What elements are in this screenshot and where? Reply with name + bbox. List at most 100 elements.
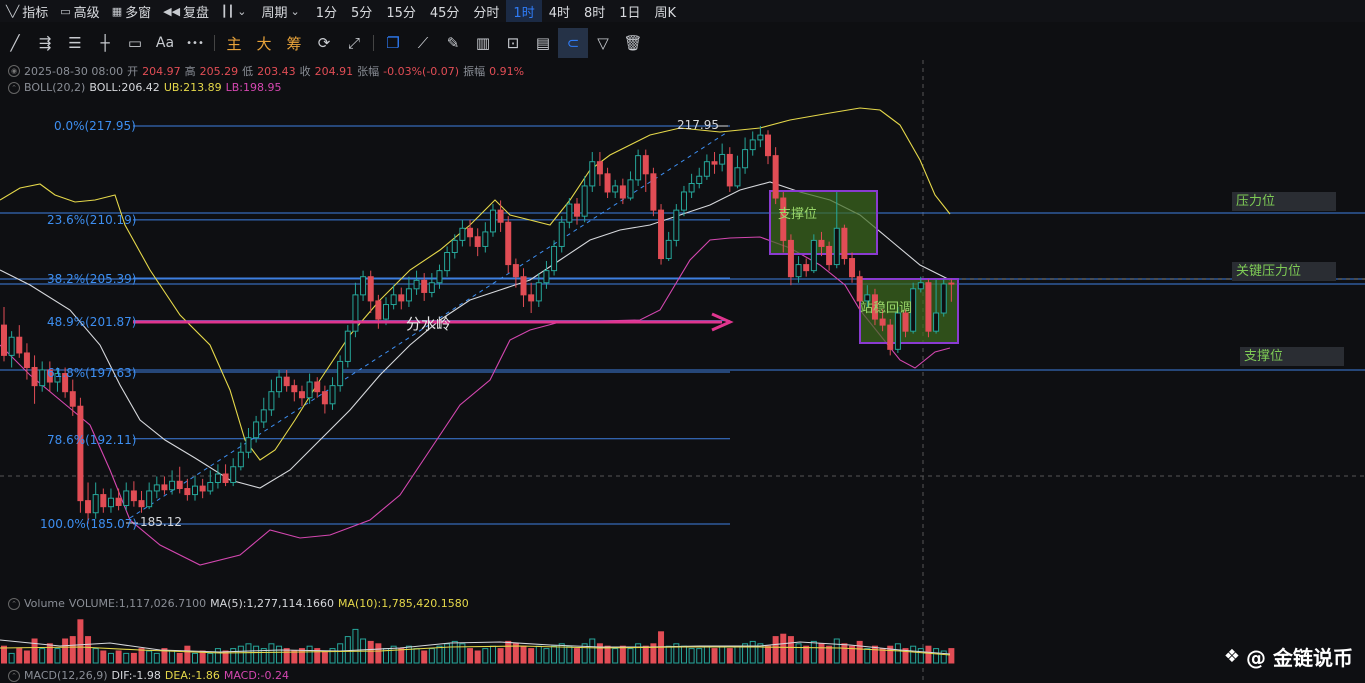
indicator-icon: ╲╱ <box>6 4 20 18</box>
template-icon[interactable]: ▤ <box>535 34 551 52</box>
volume-bar <box>375 643 382 664</box>
period-button[interactable]: 周期 ⌄ <box>256 0 309 22</box>
big-order-button[interactable]: 大 <box>256 34 272 53</box>
divider-arrow-head <box>711 312 734 332</box>
filter-icon[interactable]: ▽ <box>597 34 609 52</box>
interval-45m[interactable]: 45分 <box>429 5 460 21</box>
magnet-snap-icon[interactable]: ⊂ <box>558 28 588 58</box>
chart-type-button[interactable]: ┃┃ ⌄ <box>215 0 255 22</box>
volume-bar <box>39 648 46 664</box>
candle-up <box>383 304 389 320</box>
candle-down <box>31 366 38 387</box>
volume-bar <box>505 640 512 664</box>
refresh-icon[interactable]: ⟳ <box>317 34 331 52</box>
candle-up <box>688 182 695 193</box>
copy-icon[interactable]: ❐ <box>386 34 400 52</box>
chip-distribution-button[interactable]: 筹 <box>286 34 302 53</box>
volume-bar <box>688 648 695 664</box>
volume-bar <box>833 638 840 664</box>
candle-down <box>887 324 894 350</box>
advanced-button[interactable]: ▭ 高级 <box>54 0 105 22</box>
interval-15m[interactable]: 15分 <box>386 5 416 21</box>
volume-value: VOLUME:1,117,026.7100 <box>68 597 207 610</box>
lock-icon[interactable]: ⊡ <box>506 34 520 52</box>
macd-value: MACD:-0.24 <box>223 669 289 682</box>
more-tools-icon[interactable]: ••• <box>186 37 204 49</box>
volume-bar <box>871 645 878 664</box>
volume-bar <box>596 643 603 664</box>
main-indicator-button[interactable]: 主 <box>226 34 242 53</box>
fib-label-236: 23.6%(210.19) <box>47 213 137 227</box>
candle-up <box>589 161 596 187</box>
bars-icon[interactable]: ▥ <box>475 34 491 52</box>
volume-bar <box>665 645 672 664</box>
replay-button[interactable]: ◀◀ 复盘 <box>157 0 215 22</box>
candle-down <box>46 369 53 383</box>
eye-icon[interactable]: ◉ <box>8 65 20 77</box>
boll-mid-value: BOLL:206.42 <box>89 81 160 94</box>
parallel-lines-tool-icon[interactable]: ☰ <box>68 34 82 52</box>
ruler-icon[interactable]: ⟋ <box>417 34 429 52</box>
candle-up <box>306 381 313 399</box>
interval-1m[interactable]: 1分 <box>315 5 338 21</box>
volume-bar <box>260 648 267 664</box>
candle-down <box>398 294 405 302</box>
volume-bar <box>337 643 344 664</box>
candle-up <box>245 437 252 453</box>
candle-up <box>405 288 412 302</box>
macd-name[interactable]: MACD(12,26,9) <box>24 669 108 682</box>
volume-name[interactable]: Volume <box>24 597 65 610</box>
multiwindow-button[interactable]: ▦ 多窗 <box>106 0 157 22</box>
macd-dea: DEA:-1.86 <box>164 669 220 682</box>
macd-dif: DIF:-1.98 <box>111 669 161 682</box>
indicators-button[interactable]: ╲╱ 指标 <box>0 0 54 22</box>
candle-up <box>237 451 244 468</box>
eraser-icon[interactable]: ✎ <box>446 34 460 52</box>
candle-up <box>153 484 160 492</box>
candle-up <box>436 270 443 284</box>
volume-bar <box>841 643 848 664</box>
volume-bar <box>489 645 496 664</box>
candle-up <box>92 494 99 514</box>
candle-up <box>390 294 397 306</box>
collapse-icon[interactable]: ⌃ <box>8 81 20 94</box>
horizontal-ray-tool-icon[interactable]: ⇶ <box>38 34 52 52</box>
trendline-tool-icon[interactable]: ╱ <box>10 34 20 52</box>
collapse-icon[interactable]: ⌃ <box>8 669 20 682</box>
interval-timeshare[interactable]: 分时 <box>473 5 500 21</box>
volume-bar <box>589 638 596 664</box>
candle-up <box>451 239 458 253</box>
candle-down <box>130 490 137 502</box>
boll-name[interactable]: BOLL(20,2) <box>24 81 86 94</box>
text-tool-icon[interactable]: Aa <box>155 35 175 51</box>
interval-8h[interactable]: 8时 <box>583 5 606 21</box>
rectangle-tool-icon[interactable]: ▭ <box>127 34 143 52</box>
candle-down <box>161 484 168 491</box>
interval-1w[interactable]: 周K <box>654 5 677 21</box>
candle-up <box>635 155 642 181</box>
interval-1h[interactable]: 1时 <box>506 0 542 22</box>
volume-bar <box>428 648 435 664</box>
interval-1d[interactable]: 1日 <box>619 5 641 21</box>
collapse-icon[interactable]: ⌃ <box>8 597 20 610</box>
candle-down <box>291 385 298 393</box>
volume-bar <box>627 648 634 664</box>
candle-up <box>543 270 550 284</box>
magnet-icon[interactable]: ⤢ <box>347 34 360 52</box>
volume-bar <box>940 650 947 664</box>
candle-up <box>734 167 741 187</box>
resistance-label: 压力位 <box>1232 192 1336 211</box>
candle-down <box>176 480 183 490</box>
interval-5m[interactable]: 5分 <box>351 5 373 21</box>
candle-down <box>765 134 771 157</box>
volume-bar <box>390 645 397 664</box>
candle-down <box>871 294 878 320</box>
amplitude-label: 振幅 <box>463 65 486 78</box>
horizontal-line-tool-icon[interactable]: ┼ <box>100 34 110 52</box>
volume-bar <box>902 648 909 664</box>
volume-bar <box>818 643 825 664</box>
volume-ma10: MA(10):1,785,420.1580 <box>337 597 469 610</box>
trash-icon[interactable]: 🗑 <box>623 34 643 52</box>
interval-4h[interactable]: 4时 <box>548 5 570 21</box>
